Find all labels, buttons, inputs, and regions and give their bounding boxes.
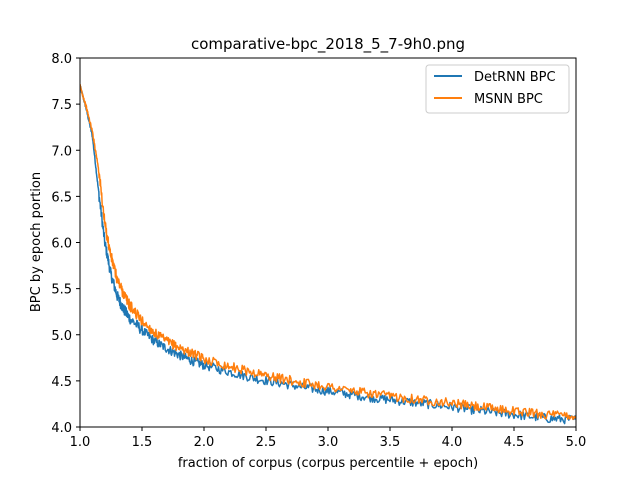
y-tick-label: 7.5 bbox=[51, 98, 72, 113]
x-tick-label: 3.0 bbox=[318, 435, 339, 450]
x-tick-label: 1.0 bbox=[70, 435, 91, 450]
legend-label-detrnn: DetRNN BPC bbox=[474, 70, 556, 85]
y-tick-label: 8.0 bbox=[51, 52, 72, 67]
x-axis-label: fraction of corpus (corpus percentile + … bbox=[178, 456, 478, 471]
x-axis: 1.0 1.5 2.0 2.5 3.0 3.5 4.0 4.5 5.0 bbox=[70, 427, 587, 450]
legend: DetRNN BPC MSNN BPC bbox=[425, 64, 570, 114]
y-tick-label: 6.5 bbox=[51, 190, 72, 205]
x-tick-label: 4.0 bbox=[442, 435, 463, 450]
y-axis-label: BPC by epoch portion bbox=[29, 172, 44, 312]
y-tick-label: 4.0 bbox=[51, 421, 72, 436]
y-tick-label: 7.0 bbox=[51, 144, 72, 159]
y-tick-label: 5.5 bbox=[51, 283, 72, 298]
chart-title: comparative-bpc_2018_5_7-9h0.png bbox=[191, 35, 465, 54]
series-layer bbox=[80, 83, 576, 425]
y-tick-label: 6.0 bbox=[51, 237, 72, 252]
x-tick-label: 2.0 bbox=[194, 435, 215, 450]
x-tick-label: 1.5 bbox=[132, 435, 153, 450]
x-tick-label: 5.0 bbox=[566, 435, 587, 450]
x-tick-label: 3.5 bbox=[380, 435, 401, 450]
series-line-msnn bbox=[80, 83, 576, 421]
y-tick-label: 5.0 bbox=[51, 329, 72, 344]
y-tick-label: 4.5 bbox=[51, 375, 72, 390]
legend-label-msnn: MSNN BPC bbox=[474, 92, 543, 107]
x-tick-label: 4.5 bbox=[504, 435, 525, 450]
x-tick-label: 2.5 bbox=[256, 435, 277, 450]
series-line-detrnn bbox=[80, 85, 576, 425]
y-axis: 4.0 4.5 5.0 5.5 6.0 6.5 7.0 7.5 8.0 bbox=[51, 52, 80, 436]
